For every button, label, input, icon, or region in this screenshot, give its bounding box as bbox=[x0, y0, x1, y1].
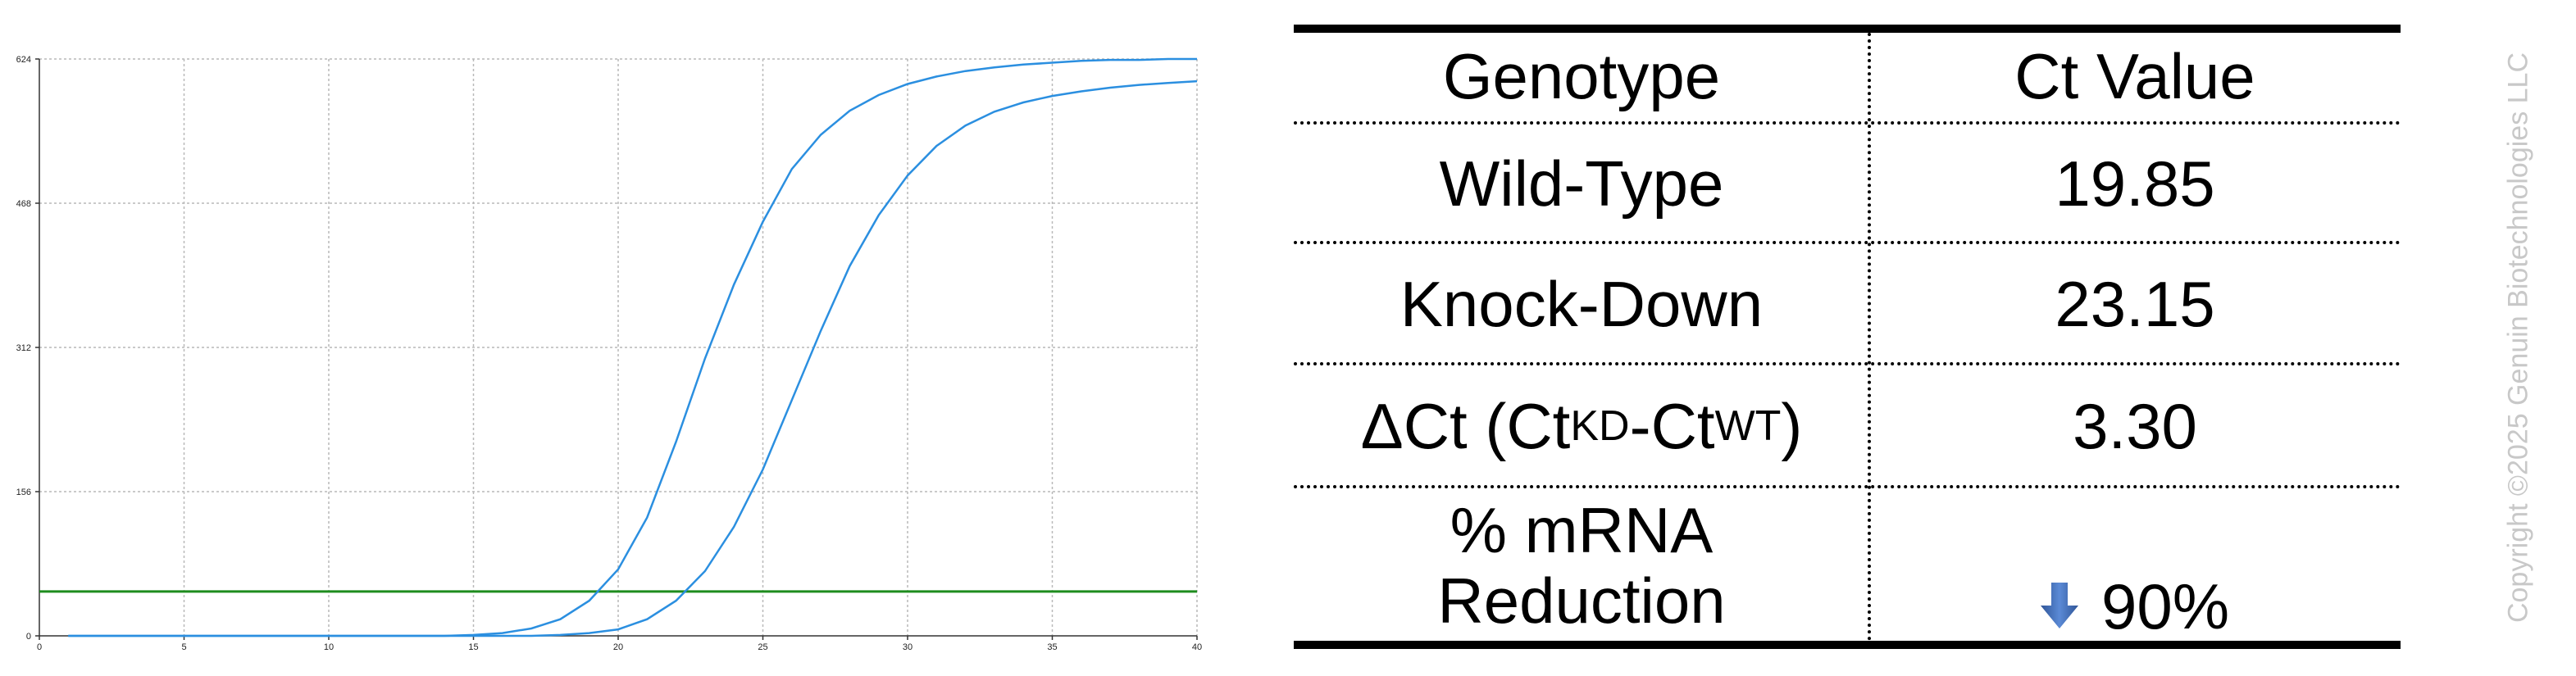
y-tick-label: 156 bbox=[16, 488, 31, 497]
ct-value-header: Ct Value bbox=[2014, 40, 2255, 113]
copyright-notice: Copyright ©2025 Genuin Biotechnologies L… bbox=[2502, 52, 2534, 624]
delta-ct-middle: -Ct bbox=[1629, 390, 1715, 463]
amplification-chart: 0 5 10 15 20 25 30 35 40 0 156 312 468 624 bbox=[16, 55, 1202, 652]
x-tick-label: 20 bbox=[613, 642, 623, 652]
reduction-label: % mRNA Reduction bbox=[1294, 488, 1869, 644]
y-tick-label: 312 bbox=[16, 343, 31, 353]
genotype-header: Genotype bbox=[1442, 40, 1721, 113]
down-arrow-icon bbox=[2040, 572, 2078, 642]
x-tick-label: 30 bbox=[903, 642, 913, 652]
reduction-row: % mRNA Reduction 90% bbox=[1294, 485, 2401, 644]
reduction-value: 90% bbox=[2100, 570, 2230, 643]
delta-ct-label: ΔCt (Ct KD -Ct WT) bbox=[1294, 365, 1869, 488]
reduction-label-line1: % mRNA bbox=[1450, 494, 1714, 567]
header-row: Genotype Ct Value bbox=[1294, 33, 2401, 121]
x-tick-label: 5 bbox=[181, 642, 186, 652]
series bbox=[68, 57, 1198, 637]
amplification-curve-2 bbox=[68, 79, 1198, 637]
reduction-label-line2: Reduction bbox=[1437, 565, 1726, 637]
delta-ct-row: ΔCt (Ct KD -Ct WT) 3.30 bbox=[1294, 362, 2401, 488]
column-divider bbox=[1868, 33, 1871, 641]
knock-down-row: Knock-Down 23.15 bbox=[1294, 241, 2401, 365]
x-tick-label: 40 bbox=[1192, 642, 1202, 652]
y-tick-label: 468 bbox=[16, 199, 31, 209]
knock-down-label: Knock-Down bbox=[1400, 268, 1764, 341]
x-tick-label: 35 bbox=[1047, 642, 1057, 652]
kd-subscript: KD bbox=[1570, 402, 1630, 451]
axes bbox=[35, 58, 1198, 640]
wild-type-label: Wild-Type bbox=[1439, 147, 1724, 220]
delta-ct-prefix: ΔCt (Ct bbox=[1360, 390, 1571, 463]
wt-subscript: WT bbox=[1714, 402, 1782, 451]
x-tick-label: 10 bbox=[324, 642, 334, 652]
grid bbox=[39, 58, 1198, 636]
y-tick-label: 0 bbox=[26, 632, 31, 642]
y-tick-label: 624 bbox=[16, 55, 31, 65]
x-tick-label: 0 bbox=[37, 642, 42, 652]
wild-type-ct: 19.85 bbox=[2055, 147, 2215, 220]
reduction-value-cell: 90% bbox=[1869, 488, 2401, 644]
delta-ct-suffix: ) bbox=[1781, 390, 1803, 463]
delta-ct-value: 3.30 bbox=[2073, 390, 2197, 463]
knock-down-ct: 23.15 bbox=[2055, 268, 2215, 341]
tick-labels: 0 5 10 15 20 25 30 35 40 0 156 312 468 624 bbox=[16, 55, 1202, 652]
x-tick-label: 25 bbox=[758, 642, 767, 652]
results-table: Genotype Ct Value Wild-Type 19.85 Knock-… bbox=[1294, 25, 2401, 649]
x-tick-label: 15 bbox=[468, 642, 478, 652]
wild-type-row: Wild-Type 19.85 bbox=[1294, 121, 2401, 244]
